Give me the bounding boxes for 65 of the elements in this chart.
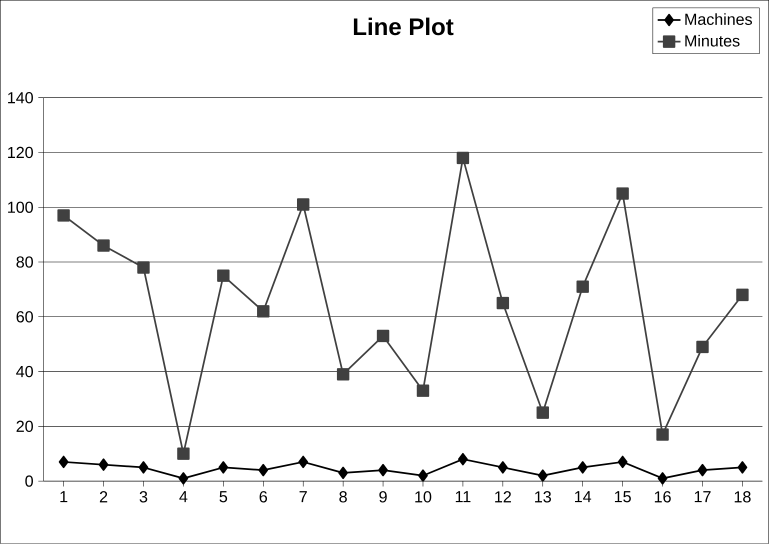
point <box>298 456 308 468</box>
point <box>416 384 430 398</box>
point <box>456 152 470 164</box>
x-tick-label: 18 <box>734 491 751 503</box>
point <box>258 464 268 476</box>
point <box>57 209 70 222</box>
point <box>578 461 588 474</box>
point <box>738 461 748 474</box>
x-tick-label: 13 <box>535 491 551 503</box>
point <box>538 470 548 482</box>
point <box>656 428 669 441</box>
x-tick-label: 1 <box>60 491 68 502</box>
x-tick-label: 5 <box>220 491 228 502</box>
y-tick-label: 120 <box>8 146 33 158</box>
y-tick-label: 80 <box>16 256 33 268</box>
point <box>698 464 708 476</box>
point <box>338 466 348 480</box>
x-tick-label: 8 <box>339 491 347 503</box>
chart-title: Line Plot <box>354 18 454 36</box>
y-tick-label: 100 <box>8 202 33 214</box>
point <box>218 461 228 474</box>
x-tick-label: 3 <box>140 491 148 503</box>
point <box>418 470 428 482</box>
point <box>98 458 108 471</box>
point <box>177 448 190 460</box>
x-tick-label: 6 <box>260 491 268 503</box>
point <box>498 461 508 474</box>
y-tick-label: 140 <box>8 92 33 104</box>
x-tick-label: 10 <box>415 491 432 503</box>
point <box>97 239 110 252</box>
x-tick-label: 11 <box>456 491 470 502</box>
point <box>178 472 188 485</box>
point <box>378 464 388 476</box>
point <box>536 406 549 419</box>
x-tick-label: 9 <box>379 491 387 503</box>
point <box>576 280 589 293</box>
y-tick-label: 20 <box>16 420 33 432</box>
point <box>496 296 510 310</box>
point <box>696 340 709 354</box>
point <box>137 261 150 274</box>
point <box>296 198 310 211</box>
point <box>217 270 230 282</box>
point <box>376 330 390 342</box>
point <box>257 305 270 318</box>
x-tick-label: 16 <box>654 491 671 503</box>
y-tick-label: 60 <box>16 311 33 323</box>
point <box>336 368 350 381</box>
x-tick-label: 7 <box>300 491 307 502</box>
point <box>58 456 68 468</box>
y-tick-label: 0 <box>25 476 33 487</box>
point <box>458 453 468 466</box>
x-tick-label: 17 <box>694 491 711 502</box>
x-tick-label: 12 <box>495 491 511 502</box>
point <box>138 461 148 474</box>
point <box>616 187 629 200</box>
point <box>618 456 628 468</box>
legend-label: Machines <box>685 13 752 26</box>
point <box>736 288 749 302</box>
x-tick-label: 2 <box>100 491 108 502</box>
legend-label: Minutes <box>685 34 740 47</box>
y-tick-label: 40 <box>16 366 33 378</box>
x-tick-label: 4 <box>179 491 188 502</box>
x-tick-label: 14 <box>575 491 592 502</box>
point <box>658 472 668 485</box>
x-tick-label: 15 <box>614 491 631 502</box>
